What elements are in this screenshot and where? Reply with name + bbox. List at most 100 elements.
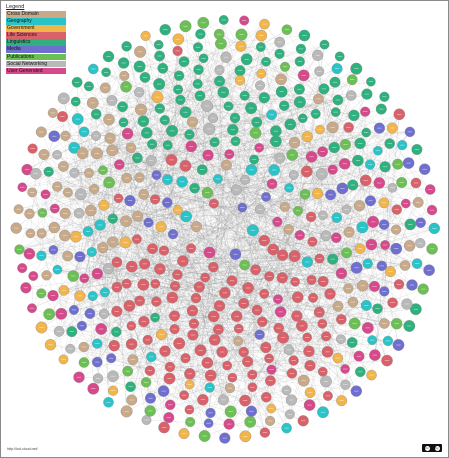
graph-edge	[297, 297, 410, 327]
node-label-mark	[357, 205, 362, 207]
node-label-mark	[207, 128, 212, 130]
node-label-mark	[280, 277, 285, 279]
node-label-mark	[297, 101, 303, 103]
node-label-mark	[382, 244, 388, 246]
node-label-mark	[208, 412, 213, 414]
node-label-mark	[39, 233, 44, 234]
node-label-mark	[407, 131, 413, 133]
node-label-mark	[395, 163, 400, 165]
node-label-mark	[165, 202, 170, 203]
node-label-mark	[257, 147, 262, 149]
node-label-mark	[224, 164, 229, 166]
node-label-mark	[162, 350, 168, 352]
node-label-mark	[176, 75, 182, 76]
node-label-mark	[259, 35, 264, 36]
graph-edge	[279, 158, 292, 374]
graph-edge	[125, 86, 346, 370]
graph-edge	[159, 106, 229, 109]
graph-edge	[31, 164, 371, 309]
graph-edge	[148, 222, 385, 292]
graph-edge	[191, 95, 352, 147]
node-label-mark	[165, 179, 170, 180]
node-label-mark	[257, 85, 263, 86]
node-label-mark	[317, 71, 322, 72]
node-label-mark	[41, 154, 47, 155]
graph-edge	[144, 77, 291, 125]
graph-edge	[163, 391, 230, 425]
node-label-mark	[195, 46, 201, 48]
graph-edge	[207, 182, 417, 363]
node-label-mark	[106, 268, 111, 269]
node-label-mark	[75, 118, 80, 120]
node-label-mark	[262, 240, 267, 241]
node-label-mark	[432, 228, 437, 229]
node-label-mark	[322, 44, 327, 45]
node-label-mark	[76, 212, 82, 214]
node-label-mark	[330, 127, 335, 128]
node-label-mark	[123, 242, 128, 243]
node-label-mark	[243, 436, 248, 437]
node-label-mark	[176, 38, 181, 40]
node-label-mark	[333, 111, 338, 113]
node-label-mark	[372, 286, 377, 287]
node-label-mark	[109, 357, 114, 359]
node-label-mark	[342, 368, 348, 370]
legend-item: Social Networking	[6, 60, 66, 68]
graph-edge	[159, 108, 399, 346]
node-label-mark	[286, 187, 292, 189]
legend-item: User Generated	[6, 67, 66, 75]
node-label-mark	[146, 222, 151, 223]
node-label-mark	[81, 362, 87, 363]
graph-edge	[108, 56, 246, 401]
graph-edge	[157, 55, 160, 98]
graph-edge	[360, 323, 397, 372]
node-label-mark	[137, 92, 142, 93]
graph-edge	[148, 222, 304, 381]
node-label-mark	[222, 292, 228, 294]
node-label-mark	[249, 410, 254, 412]
node-label-mark	[282, 206, 287, 208]
node-label-mark	[301, 380, 306, 381]
source-url[interactable]: http://lod-cloud.net/	[7, 447, 38, 451]
node-label-mark	[335, 357, 340, 359]
node-label-mark	[382, 166, 388, 168]
graph-edge	[252, 230, 287, 429]
node-label-mark	[128, 386, 133, 387]
graph-edge	[264, 397, 267, 433]
graph-edge	[178, 39, 318, 56]
node-label-mark	[300, 118, 305, 119]
graph-edge	[219, 81, 230, 389]
graph-edge	[322, 325, 410, 413]
node-label-mark	[110, 150, 115, 151]
graph-edge	[156, 174, 309, 352]
node-label-mark	[301, 420, 306, 422]
node-label-mark	[86, 86, 92, 87]
node-label-mark	[110, 241, 116, 243]
graph-edge	[327, 305, 367, 396]
graph-edge	[27, 169, 400, 285]
graph-edge	[164, 120, 224, 400]
graph-edge	[41, 293, 360, 357]
graph-edge	[65, 213, 337, 218]
node-label-mark	[248, 107, 254, 109]
node-label-mark	[114, 311, 119, 312]
node-label-mark	[343, 144, 348, 145]
node-label-mark	[141, 321, 146, 322]
node-label-mark	[325, 395, 331, 397]
node-label-mark	[102, 292, 108, 293]
node-label-mark	[207, 252, 212, 253]
node-label-mark	[290, 154, 295, 156]
graph-edge	[67, 192, 249, 289]
node-label-mark	[183, 216, 189, 217]
node-label-mark	[148, 397, 153, 399]
graph-edge	[384, 114, 400, 292]
node-label-mark	[187, 134, 192, 135]
node-label-mark	[321, 88, 327, 90]
node-label-mark	[317, 258, 322, 259]
graph-edge	[97, 194, 144, 363]
node-label-mark	[377, 127, 382, 129]
graph-edge	[209, 163, 409, 253]
graph-edge	[129, 285, 363, 306]
graph-edge	[310, 160, 358, 393]
node-label-mark	[29, 307, 35, 309]
